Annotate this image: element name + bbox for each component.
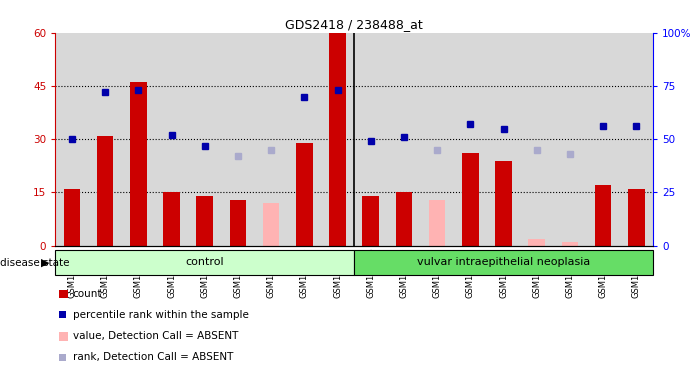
Bar [163,192,180,246]
Text: control: control [185,257,224,267]
Bar [454,33,487,246]
Bar [287,33,321,246]
Bar [196,196,213,246]
Bar [122,33,155,246]
Bar [495,161,512,246]
Bar [396,192,413,246]
Bar [97,136,113,246]
Bar [363,196,379,246]
Text: vulvar intraepithelial neoplasia: vulvar intraepithelial neoplasia [417,257,590,267]
Bar [354,33,388,246]
Bar [221,33,254,246]
Bar [55,33,88,246]
Bar [429,200,446,246]
Bar [562,242,578,246]
Bar [520,33,553,246]
Bar [263,203,279,246]
Bar [388,33,421,246]
Bar [64,189,80,246]
Bar [487,33,520,246]
Bar [553,33,587,246]
Bar [229,200,246,246]
Bar [595,185,612,246]
Text: disease state: disease state [0,258,70,268]
Title: GDS2418 / 238488_at: GDS2418 / 238488_at [285,18,423,31]
Bar [254,33,287,246]
Bar [88,33,122,246]
Text: rank, Detection Call = ABSENT: rank, Detection Call = ABSENT [73,352,233,362]
Bar [587,33,620,246]
Bar [421,33,454,246]
Bar [354,250,653,275]
Text: ▶: ▶ [41,258,50,268]
Bar [296,143,312,246]
Bar [462,154,479,246]
Bar [529,239,545,246]
Bar [130,83,146,246]
Bar [188,33,221,246]
Text: value, Detection Call = ABSENT: value, Detection Call = ABSENT [73,331,238,341]
Bar [628,189,645,246]
Text: percentile rank within the sample: percentile rank within the sample [73,310,249,320]
Bar [329,33,346,246]
Bar [321,33,354,246]
Bar [620,33,653,246]
Bar [155,33,188,246]
Text: count: count [73,289,102,299]
Bar [55,250,354,275]
